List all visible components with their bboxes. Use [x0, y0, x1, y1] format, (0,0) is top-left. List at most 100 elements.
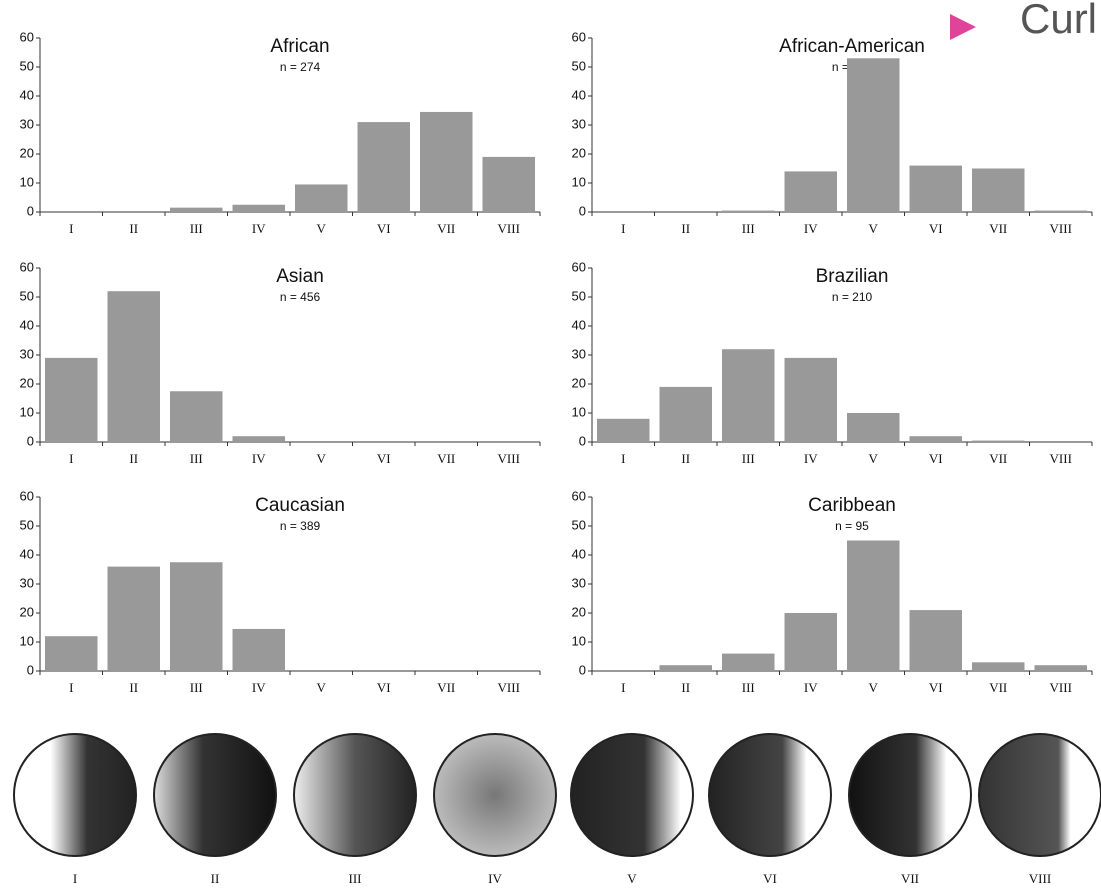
x-tick-label: VII: [989, 680, 1007, 695]
hair-photo: [14, 734, 136, 856]
x-tick-label: I: [621, 221, 625, 236]
bar: [972, 441, 1025, 442]
y-tick-label: 0: [27, 662, 34, 677]
bar: [785, 358, 838, 442]
y-tick-label: 30: [572, 346, 586, 361]
x-tick-label: VII: [989, 451, 1007, 466]
y-tick-label: 30: [20, 575, 34, 590]
x-tick-label: V: [869, 451, 879, 466]
x-tick-label: III: [190, 451, 203, 466]
y-tick-label: 10: [572, 174, 586, 189]
bar: [45, 358, 98, 442]
y-tick-label: 50: [572, 58, 586, 73]
x-tick-label: II: [129, 451, 138, 466]
bar: [233, 436, 286, 442]
bar: [233, 205, 286, 212]
chart-subtitle: n = 456: [280, 290, 321, 304]
bar: [108, 291, 161, 442]
x-tick-label: V: [317, 680, 327, 695]
y-tick-label: 60: [20, 259, 34, 274]
y-tick-label: 60: [572, 488, 586, 503]
bar: [108, 567, 161, 671]
bar: [972, 169, 1025, 213]
y-tick-label: 60: [20, 488, 34, 503]
x-tick-label: III: [190, 221, 203, 236]
x-tick-label: VI: [377, 680, 391, 695]
x-tick-label: VI: [929, 451, 943, 466]
x-tick-label: I: [69, 221, 73, 236]
x-tick-label: IV: [804, 221, 818, 236]
y-tick-label: 30: [572, 575, 586, 590]
x-tick-label: VIII: [498, 451, 520, 466]
bar: [170, 391, 223, 442]
chart-subtitle: n = 274: [280, 60, 321, 74]
x-tick-label: II: [681, 221, 690, 236]
y-tick-label: 50: [20, 58, 34, 73]
hair-type-label: VI: [763, 871, 777, 886]
hair-photo: [294, 734, 416, 856]
bar: [170, 208, 223, 212]
x-tick-label: I: [621, 680, 625, 695]
x-tick-label: VIII: [1050, 451, 1072, 466]
x-tick-label: II: [681, 680, 690, 695]
y-tick-label: 10: [572, 633, 586, 648]
x-tick-label: VI: [377, 451, 391, 466]
x-tick-label: I: [69, 451, 73, 466]
bar: [722, 211, 775, 212]
bar: [785, 613, 838, 671]
y-tick-label: 20: [572, 145, 586, 160]
hair-type-label: III: [349, 871, 362, 886]
chart-subtitle: n = 210: [832, 290, 873, 304]
y-tick-label: 10: [20, 404, 34, 419]
x-tick-label: VII: [437, 680, 455, 695]
x-tick-label: VIII: [498, 680, 520, 695]
x-tick-label: V: [317, 451, 327, 466]
y-tick-label: 60: [572, 29, 586, 44]
x-tick-label: VIII: [498, 221, 520, 236]
chart-subtitle: n = 389: [280, 519, 321, 533]
x-tick-label: VI: [377, 221, 391, 236]
bar: [847, 413, 900, 442]
hair-photo: [979, 734, 1101, 856]
y-tick-label: 30: [572, 116, 586, 131]
slide: Curl Africann = 2740102030405060IIIIIIIV…: [0, 0, 1101, 894]
bar: [722, 654, 775, 671]
x-tick-label: VIII: [1050, 221, 1072, 236]
bar: [483, 157, 536, 212]
bar: [722, 349, 775, 442]
bar: [910, 610, 963, 671]
x-tick-label: II: [129, 221, 138, 236]
y-tick-label: 0: [27, 203, 34, 218]
y-tick-label: 0: [27, 433, 34, 448]
y-tick-label: 20: [20, 145, 34, 160]
bar: [910, 166, 963, 212]
y-tick-label: 30: [20, 116, 34, 131]
hair-type-label: II: [211, 871, 220, 886]
y-tick-label: 0: [579, 662, 586, 677]
y-tick-label: 50: [572, 288, 586, 303]
chart-title: Asian: [276, 266, 324, 287]
y-tick-label: 50: [572, 517, 586, 532]
slide-title: Curl: [1020, 0, 1097, 42]
x-tick-label: II: [129, 680, 138, 695]
y-tick-label: 60: [572, 259, 586, 274]
bar: [358, 122, 411, 212]
y-tick-label: 40: [20, 87, 34, 102]
y-tick-label: 40: [20, 546, 34, 561]
x-tick-label: III: [190, 680, 203, 695]
chart-title: African: [270, 36, 329, 57]
y-tick-label: 40: [572, 546, 586, 561]
chart-title: Caribbean: [808, 495, 896, 516]
bullet: [950, 14, 976, 40]
bar: [170, 562, 223, 671]
x-tick-label: V: [869, 680, 879, 695]
bar: [910, 436, 963, 442]
bar: [1035, 211, 1088, 212]
x-tick-label: VII: [437, 221, 455, 236]
bar: [847, 541, 900, 672]
bar: [1035, 665, 1088, 671]
x-tick-label: IV: [252, 680, 266, 695]
bar: [597, 419, 650, 442]
y-tick-label: 40: [572, 317, 586, 332]
hair-photo: [709, 734, 831, 856]
